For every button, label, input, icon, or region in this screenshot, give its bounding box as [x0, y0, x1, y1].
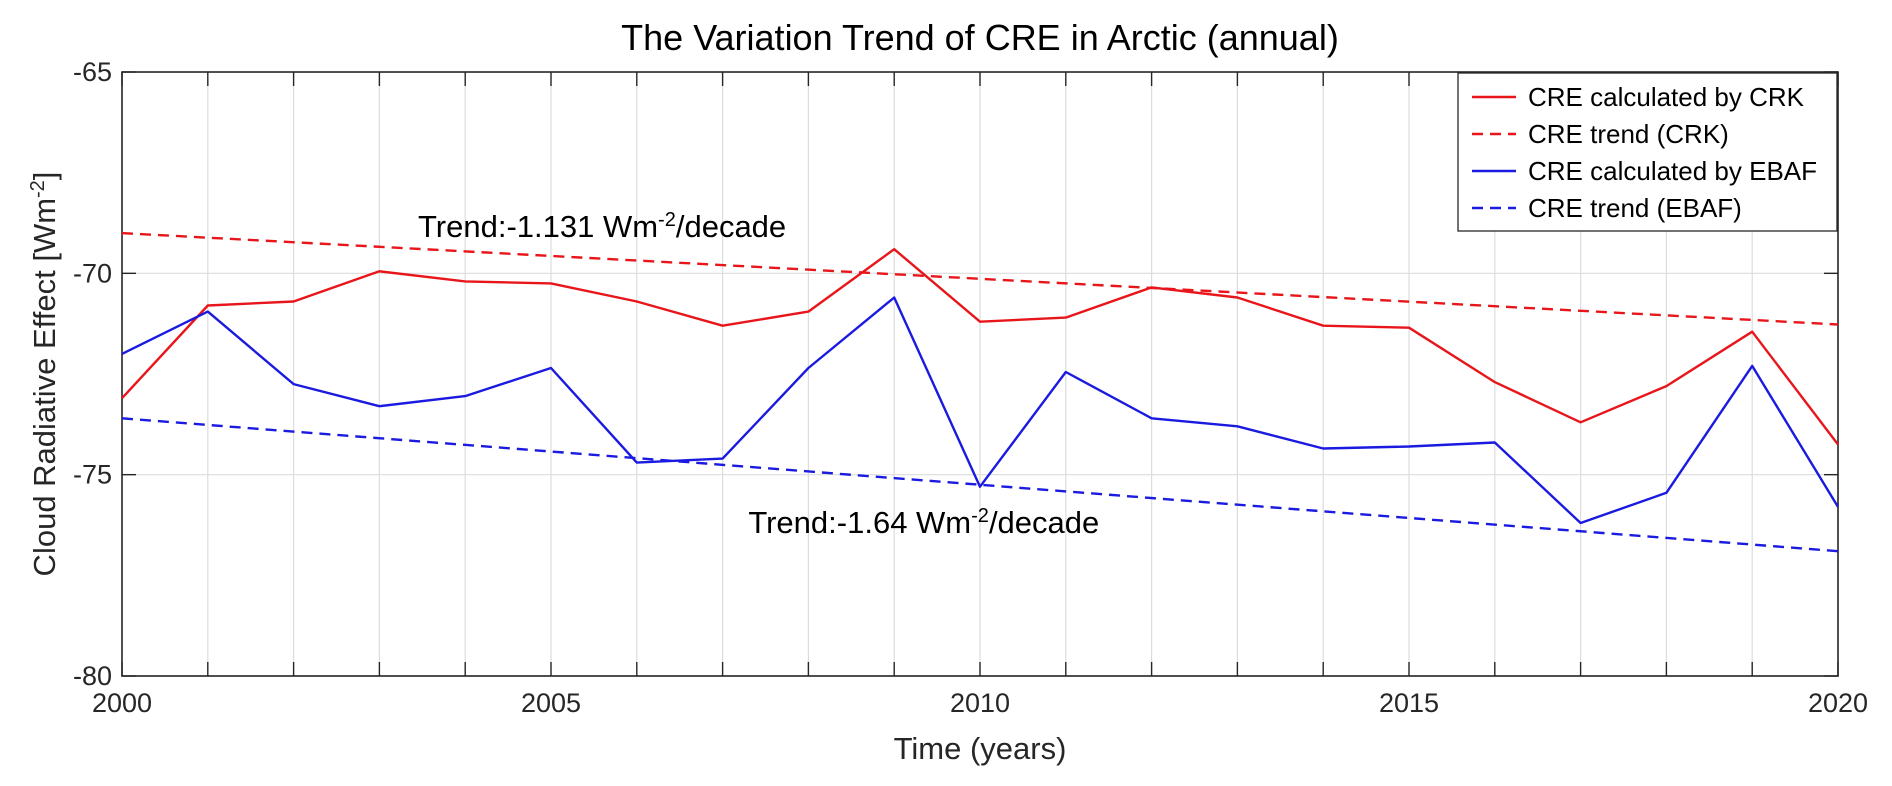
axes	[121, 71, 1839, 677]
trend-annotation-ebaf: Trend:-1.64 Wm-2/decade	[748, 505, 1099, 540]
trend-annotation-crk: Trend:-1.131 Wm-2/decade	[418, 209, 786, 244]
y-tick-label-80: -80	[73, 661, 112, 691]
y-tick-label-65: -65	[73, 57, 112, 87]
series-line-cre-trend-crk	[121, 231, 1839, 326]
legend-label-cre-calculated-by-crk: CRE calculated by CRK	[1528, 82, 1805, 112]
trend-annotation-sup: -2	[658, 209, 676, 231]
series-line-cre-calculated-by-ebaf	[121, 296, 1840, 525]
legend-box	[1457, 72, 1838, 232]
x-tick-label-2015: 2015	[1379, 688, 1439, 718]
series-line-cre-calculated-by-crk	[121, 247, 1839, 446]
legend-label-cre-trend-crk: CRE trend (CRK)	[1528, 119, 1729, 149]
trend-annotation-unit: /decade	[676, 209, 786, 244]
x-tick-label-2005: 2005	[521, 688, 581, 718]
y-tick-label-70: -70	[73, 258, 112, 288]
trend-annotation-text: Trend:-1.131 Wm	[418, 209, 658, 244]
legend: CRE calculated by CRK CRE trend (CRK) CRE …	[1457, 72, 1838, 232]
y-axis-title-main: Cloud Radiative Effect [Wm	[27, 198, 62, 576]
trend-annotation-text: Trend:-1.64 Wm	[748, 505, 971, 540]
chart-title: The Variation Trend of CRE in Arctic (an…	[621, 17, 1339, 58]
x-axis-title: Time (years)	[894, 731, 1067, 766]
trend-annotation-sup: -2	[971, 505, 989, 527]
legend-label-cre-calculated-by-ebaf: CRE calculated by EBAF	[1528, 156, 1817, 186]
y-axis-title: Cloud Radiative Effect [Wm-2]	[27, 172, 62, 577]
legend-label-cre-trend-ebaf: CRE trend (EBAF)	[1528, 193, 1742, 223]
x-tick-label-2010: 2010	[950, 688, 1010, 718]
trend-annotation-unit: /decade	[989, 505, 1099, 540]
y-tick-label-75: -75	[73, 460, 112, 490]
tick-labels: 2000 2005 2010 2015 2020 -80 -75 -70 -65	[73, 57, 1868, 718]
x-tick-label-2020: 2020	[1808, 688, 1868, 718]
y-axis-title-sup: -2	[27, 180, 49, 198]
x-tick-label-2000: 2000	[92, 688, 152, 718]
series-layer	[121, 231, 1840, 553]
y-axis-title-close: ]	[27, 172, 62, 181]
